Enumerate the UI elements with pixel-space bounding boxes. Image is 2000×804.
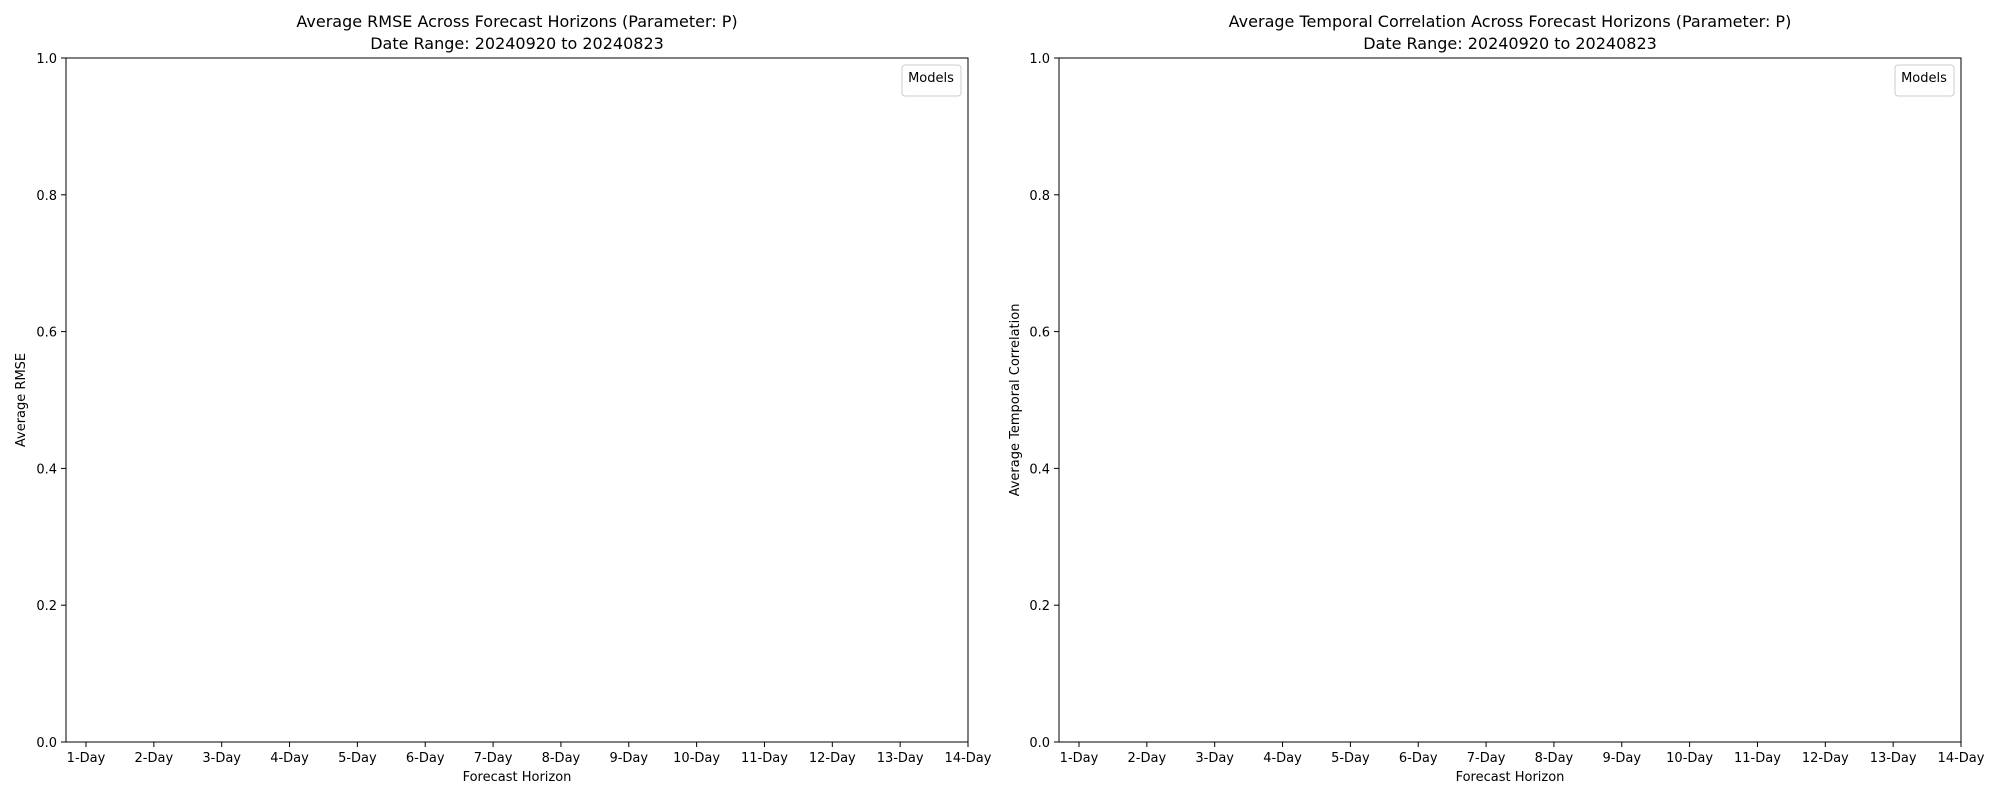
correlation-x-tick-label: 9-Day [1602,751,1641,766]
rmse-y-tick-label: 0.4 [36,462,57,477]
rmse-x-tick-label: 4-Day [270,751,309,766]
correlation-chart-title: Average Temporal Correlation Across Fore… [1229,12,1792,31]
correlation-x-ticks: 1-Day 2-Day 3-Day 4-Day 5-Day 6-Day 7-Day 8-Day… [1060,742,1985,766]
rmse-x-tick-label: 2-Day [135,751,174,766]
correlation-y-tick-label: 0.6 [1029,326,1050,341]
rmse-x-tick-label: 3-Day [202,751,241,766]
correlation-x-tick-label: 5-Day [1331,751,1370,766]
rmse-chart-subtitle: Date Range: 20240920 to 20240823 [370,34,664,53]
rmse-x-tick-label: 9-Day [609,751,648,766]
correlation-x-tick-label: 6-Day [1399,751,1438,766]
correlation-y-tick-label: 0.8 [1029,189,1050,204]
rmse-plot-area [65,57,969,743]
correlation-legend-box [1894,64,1955,97]
correlation-y-tick-label: 0.4 [1029,462,1050,477]
correlation-chart-subtitle: Date Range: 20240920 to 20240823 [1363,34,1657,53]
rmse-x-tick-label: 13-Day [877,751,924,766]
rmse-y-tick-label: 0.0 [36,736,57,751]
correlation-x-tick-label: 11-Day [1734,751,1781,766]
correlation-x-tick-label: 4-Day [1263,751,1302,766]
rmse-y-axis-label: Average RMSE [14,353,29,447]
correlation-x-tick-label: 2-Day [1128,751,1167,766]
correlation-plot-area [1058,57,1962,743]
rmse-legend: Models [901,64,962,97]
correlation-y-axis-label: Average Temporal Correlation [1008,304,1023,497]
rmse-legend-box [901,64,962,97]
correlation-x-tick-label: 8-Day [1535,751,1574,766]
rmse-y-tick-label: 0.2 [36,599,57,614]
correlation-x-tick-label: 10-Day [1666,751,1713,766]
rmse-chart: Average RMSE Across Forecast Horizons (P… [14,12,992,785]
rmse-x-tick-label: 7-Day [474,751,513,766]
correlation-x-axis-label: Forecast Horizon [1456,770,1565,785]
correlation-y-tick-label: 0.2 [1029,599,1050,614]
rmse-y-ticks: 0.0 0.2 0.4 0.6 0.8 1.0 [36,52,66,751]
correlation-x-tick-label: 13-Day [1870,751,1917,766]
correlation-y-tick-label: 1.0 [1029,52,1050,67]
correlation-legend-title: Models [1901,71,1947,86]
correlation-y-tick-label: 0.0 [1029,736,1050,751]
rmse-x-tick-label: 14-Day [945,751,992,766]
rmse-y-tick-label: 0.6 [36,326,57,341]
rmse-x-tick-label: 12-Day [809,751,856,766]
rmse-x-tick-label: 1-Day [67,751,106,766]
rmse-x-tick-label: 6-Day [406,751,445,766]
rmse-x-tick-label: 10-Day [673,751,720,766]
correlation-x-tick-label: 12-Day [1802,751,1849,766]
correlation-x-tick-label: 7-Day [1467,751,1506,766]
rmse-x-axis-label: Forecast Horizon [463,770,572,785]
rmse-x-ticks: 1-Day 2-Day 3-Day 4-Day 5-Day 6-Day 7-Day 8-Day… [67,742,992,766]
correlation-chart: Average Temporal Correlation Across Fore… [1008,12,1985,785]
rmse-x-tick-label: 8-Day [542,751,581,766]
correlation-x-tick-label: 1-Day [1060,751,1099,766]
rmse-chart-title: Average RMSE Across Forecast Horizons (P… [296,12,737,31]
rmse-y-tick-label: 0.8 [36,189,57,204]
correlation-legend: Models [1894,64,1955,97]
rmse-legend-title: Models [908,71,954,86]
rmse-x-tick-label: 5-Day [338,751,377,766]
rmse-x-tick-label: 11-Day [741,751,788,766]
correlation-y-ticks: 0.0 0.2 0.4 0.6 0.8 1.0 [1029,52,1059,751]
rmse-y-tick-label: 1.0 [36,52,57,67]
correlation-x-tick-label: 14-Day [1938,751,1985,766]
correlation-x-tick-label: 3-Day [1195,751,1234,766]
